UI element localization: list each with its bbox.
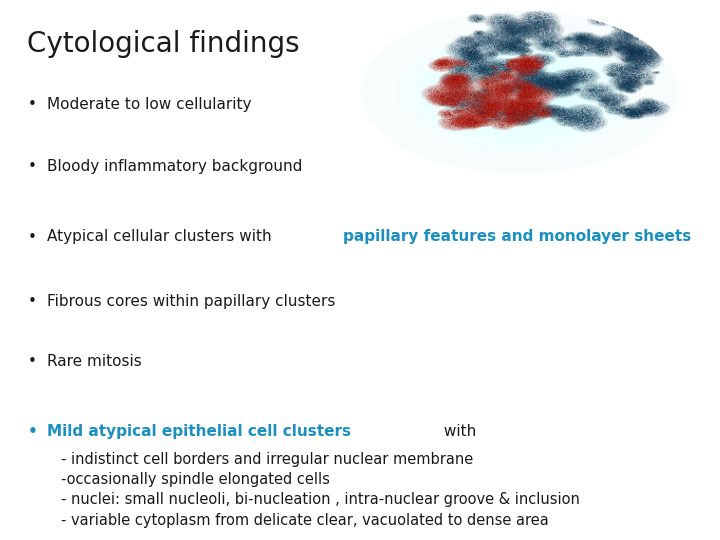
Text: •: • — [27, 354, 36, 369]
Text: •: • — [27, 294, 36, 309]
Text: - nuclei: small nucleoli, bi-nucleation , intra-nuclear groove & inclusion: - nuclei: small nucleoli, bi-nucleation … — [61, 492, 580, 508]
Text: •: • — [27, 230, 36, 245]
Ellipse shape — [360, 11, 677, 173]
Text: - indistinct cell borders and irregular nuclear membrane: - indistinct cell borders and irregular … — [61, 452, 474, 467]
Text: Moderate to low cellularity: Moderate to low cellularity — [47, 97, 251, 112]
Text: Cytological findings: Cytological findings — [27, 30, 300, 58]
Text: •: • — [27, 159, 36, 174]
Text: Rare mitosis: Rare mitosis — [47, 354, 142, 369]
Text: - variable cytoplasm from delicate clear, vacuolated to dense area: - variable cytoplasm from delicate clear… — [61, 513, 549, 528]
Text: with: with — [439, 424, 477, 439]
Text: Fibrous cores within papillary clusters: Fibrous cores within papillary clusters — [47, 294, 336, 309]
Text: papillary features and monolayer sheets: papillary features and monolayer sheets — [343, 230, 691, 245]
Text: Bloody inflammatory background: Bloody inflammatory background — [47, 159, 302, 174]
Text: Atypical cellular clusters with: Atypical cellular clusters with — [47, 230, 276, 245]
Text: -occasionally spindle elongated cells: -occasionally spindle elongated cells — [61, 472, 330, 487]
Text: •: • — [27, 424, 37, 439]
Text: •: • — [27, 97, 36, 112]
Text: Mild atypical epithelial cell clusters: Mild atypical epithelial cell clusters — [47, 424, 351, 439]
